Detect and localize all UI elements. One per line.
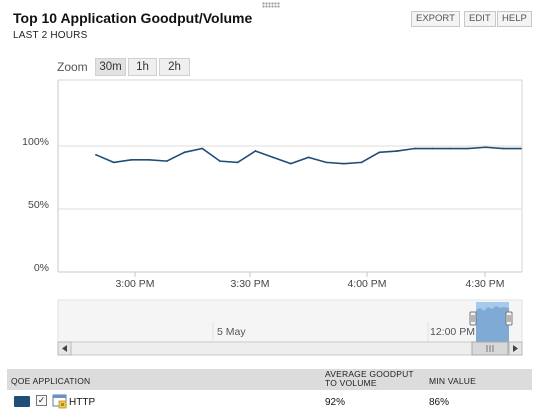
series-line-http	[95, 146, 521, 165]
data-point-0-16[interactable]	[378, 151, 381, 154]
table-header: QOE APPLICATION AVERAGE GOODPUT TO VOLUM…	[7, 369, 532, 390]
data-point-0-14[interactable]	[343, 162, 345, 165]
export-button[interactable]: EXPORT	[411, 11, 460, 27]
widget-title: Top 10 Application Goodput/Volume	[13, 10, 253, 26]
edit-button[interactable]: EDIT	[464, 11, 496, 27]
data-point-0-13[interactable]	[325, 161, 328, 164]
series-color-swatch	[14, 396, 30, 407]
data-point-0-19[interactable]	[431, 147, 434, 150]
data-point-0-11[interactable]	[289, 162, 292, 165]
data-point-0-21[interactable]	[466, 147, 469, 150]
data-point-0-5[interactable]	[183, 151, 186, 154]
data-point-0-6[interactable]	[201, 147, 204, 150]
goodput-line-chart: 100% 50% 0% 3:00 PM 3:30 PM 4:00 PM 4:30…	[22, 79, 523, 290]
series-layer	[95, 146, 522, 165]
data-point-0-17[interactable]	[396, 150, 398, 152]
navigator-right-handle[interactable]	[505, 311, 513, 326]
zoom-30m-button[interactable]: 30m	[95, 58, 126, 76]
arrow-right-icon	[513, 345, 518, 352]
navigator-date-label: 5 May	[217, 326, 246, 338]
min-value: 86%	[429, 397, 450, 408]
widget-subtitle: LAST 2 HOURS	[13, 30, 88, 41]
application-name: HTTP	[69, 397, 96, 408]
navigator-left-handle[interactable]	[469, 311, 477, 326]
data-point-0-0[interactable]	[95, 153, 97, 156]
zoom-2h-button[interactable]: 2h	[159, 58, 190, 76]
data-point-0-7[interactable]	[219, 160, 221, 163]
data-point-0-15[interactable]	[360, 161, 363, 164]
arrow-left-icon	[62, 345, 67, 352]
data-point-0-2[interactable]	[130, 158, 133, 161]
y-tick-label-100: 100%	[22, 136, 49, 148]
data-point-0-18[interactable]	[413, 147, 416, 150]
help-button[interactable]: HELP	[497, 11, 532, 27]
data-point-0-9[interactable]	[254, 150, 257, 152]
data-point-0-8[interactable]	[236, 161, 239, 164]
column-header-average[interactable]: AVERAGE GOODPUT TO VOLUME	[325, 369, 414, 388]
x-tick-label-430: 4:30 PM	[465, 278, 504, 290]
x-tick-label-400: 4:00 PM	[347, 278, 386, 290]
data-point-0-12[interactable]	[307, 156, 310, 159]
data-point-0-20[interactable]	[449, 147, 452, 150]
table-row[interactable]: ✓ HTTP 92% 86%	[7, 392, 532, 412]
y-tick-label-0: 0%	[34, 262, 49, 274]
x-tick-label-330: 3:30 PM	[230, 278, 269, 290]
data-point-0-24[interactable]	[520, 147, 522, 150]
navigator-time-label: 12:00 PM	[430, 326, 475, 338]
navigator-background	[57, 299, 523, 343]
data-point-0-23[interactable]	[502, 147, 505, 150]
drag-handle[interactable]	[262, 2, 280, 8]
column-header-application[interactable]: QOE APPLICATION	[11, 376, 91, 386]
average-goodput-value: 92%	[325, 397, 346, 408]
navigator-scrollbar-track[interactable]	[57, 341, 523, 356]
zoom-label: Zoom	[57, 60, 88, 74]
data-point-0-4[interactable]	[165, 160, 168, 163]
data-point-0-22[interactable]	[484, 146, 487, 149]
y-tick-label-50: 50%	[28, 199, 49, 211]
data-point-0-3[interactable]	[148, 158, 151, 161]
navigator-series-preview	[476, 306, 509, 342]
zoom-1h-button[interactable]: 1h	[128, 58, 157, 76]
range-navigator[interactable]: 5 May 12:00 PM	[0, 298, 541, 358]
column-header-min[interactable]: MIN VALUE	[429, 376, 476, 386]
data-point-0-10[interactable]	[272, 156, 274, 159]
x-tick-label-300: 3:00 PM	[115, 278, 154, 290]
data-point-0-1[interactable]	[112, 161, 115, 164]
series-visibility-checkbox[interactable]: ✓	[36, 395, 47, 406]
application-window-icon	[52, 394, 67, 409]
